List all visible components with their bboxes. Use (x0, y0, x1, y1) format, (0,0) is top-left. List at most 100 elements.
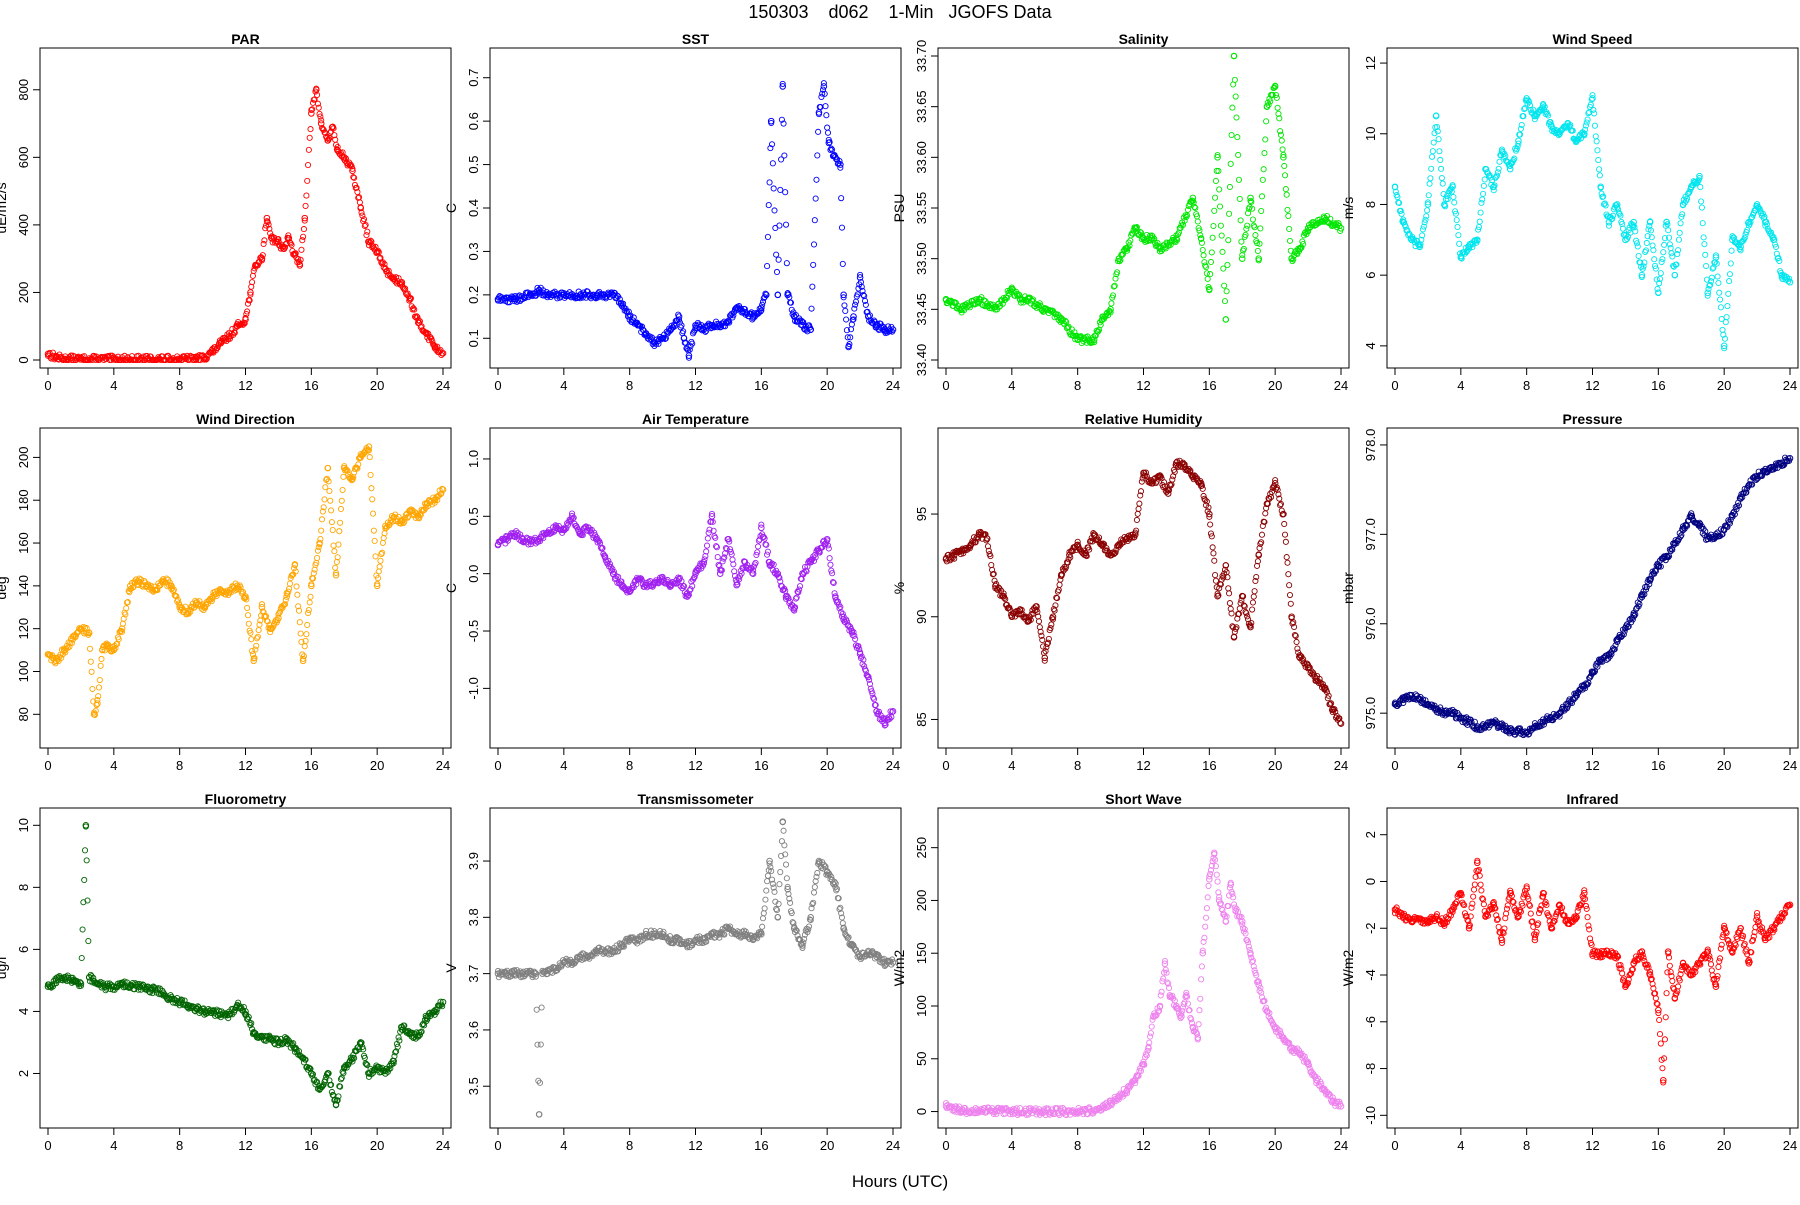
salinity-data-point (1212, 208, 1217, 213)
salinity-data-point (1226, 238, 1231, 243)
salinity-data-point (1245, 223, 1250, 228)
wind-speed-data-point (1709, 275, 1714, 280)
par-data-point (304, 193, 309, 198)
air-temperature-x-tick-label: 16 (754, 758, 768, 773)
wind-direction-data-point (331, 543, 336, 548)
wind-direction-y-tick-label: 100 (16, 661, 31, 683)
sst-x-tick-label: 12 (688, 378, 702, 393)
air-temperature-data-point (715, 554, 720, 559)
par-data-point (308, 126, 313, 131)
sst-y-tick-label: 0.3 (466, 242, 481, 260)
air-temperature-y-axis: -1.0-0.50.00.51.0 (466, 450, 490, 700)
wind-direction-data-point (87, 646, 92, 651)
salinity-data-point (1278, 132, 1283, 137)
wind-direction-data-point (254, 643, 259, 648)
wind-direction-data-point (369, 486, 374, 491)
relative-humidity-data-point (1212, 572, 1217, 577)
wind-direction-y-tick-label: 140 (16, 575, 31, 597)
salinity-data-point (1209, 250, 1214, 255)
wind-direction-data-point (96, 685, 101, 690)
fluorometry-y-tick-label: 4 (16, 1008, 31, 1015)
par-data-point (299, 247, 304, 252)
par-data-point (306, 147, 311, 152)
wind-speed-data-point (1591, 107, 1596, 112)
wind-speed-data-point (1456, 233, 1461, 238)
wind-speed-data-point (1478, 210, 1483, 215)
wind-direction-data-point (308, 594, 313, 599)
wind-direction-data-point (377, 564, 382, 569)
wind-direction-data-point (245, 613, 250, 618)
fluorometry-data-point (84, 858, 89, 863)
wind-direction-data-point (370, 497, 375, 502)
wind-direction-data-point (330, 527, 335, 532)
sst-x-tick-label: 20 (820, 378, 834, 393)
sst-x-tick-label: 24 (886, 378, 900, 393)
wind-speed-data-point (1720, 327, 1725, 332)
fluorometry-data-point (79, 955, 84, 960)
wind-speed-data-point (1643, 248, 1648, 253)
fluorometry-x-tick-label: 4 (110, 1138, 117, 1153)
wind-speed-data-point (1457, 241, 1462, 246)
sst-title: SST (682, 31, 710, 47)
relative-humidity-x-tick-label: 8 (1074, 758, 1081, 773)
wind-speed-data-point (1717, 290, 1722, 295)
wind-direction-data-point (341, 474, 346, 479)
wind-speed-data-point (1497, 159, 1502, 164)
wind-direction-x-tick-label: 16 (304, 758, 318, 773)
wind-speed-y-tick-label: 6 (1363, 272, 1378, 279)
relative-humidity-data-point (1139, 479, 1144, 484)
air-temperature-y-tick-label: -1.0 (466, 677, 481, 699)
sst-data-point (815, 153, 820, 158)
sst-data-point (809, 306, 814, 311)
salinity-data-point (1217, 204, 1222, 209)
wind-direction-data-point (88, 659, 93, 664)
salinity-data-point (1287, 226, 1292, 231)
wind-speed-data-point (1701, 235, 1706, 240)
wind-speed-data-point (1652, 257, 1657, 262)
wind-speed-data-point (1717, 297, 1722, 302)
wind-speed-y-tick-label: 4 (1363, 342, 1378, 349)
salinity-y-tick-label: 33.65 (914, 90, 929, 123)
wind-direction-data-point (338, 520, 343, 525)
salinity-y-tick-label: 33.60 (914, 141, 929, 174)
par-data-point (365, 229, 370, 234)
relative-humidity-data-point (1135, 511, 1140, 516)
wind-direction-data-point (298, 631, 303, 636)
wind-speed-data-point (1481, 183, 1486, 188)
sst-data-point (810, 284, 815, 289)
par-data-point (250, 273, 255, 278)
salinity-data-point (1208, 259, 1213, 264)
par-data-point (301, 234, 306, 239)
sst-data-point (770, 161, 775, 166)
air-temperature-x-tick-label: 0 (494, 758, 501, 773)
relative-humidity-data-point (1250, 607, 1255, 612)
salinity-data-point (1212, 195, 1217, 200)
salinity-x-tick-label: 8 (1074, 378, 1081, 393)
wind-direction-data-point (368, 472, 373, 477)
air-temperature-x-tick-label: 12 (688, 758, 702, 773)
fluorometry-title: Fluorometry (205, 791, 287, 807)
wind-direction-data-point (89, 669, 94, 674)
salinity-plot-frame (938, 48, 1349, 368)
sst-data-point (764, 263, 769, 268)
air-temperature-y-tick-label: -0.5 (466, 620, 481, 642)
par-series (45, 86, 446, 363)
wind-direction-data-point (367, 454, 372, 459)
salinity-data-point (1241, 246, 1246, 251)
wind-speed-data-point (1635, 244, 1640, 249)
wind-direction-data-point (294, 584, 299, 589)
sst-data-point (814, 177, 819, 182)
par-plot-frame (40, 48, 451, 368)
wind-speed-data-point (1724, 315, 1729, 320)
